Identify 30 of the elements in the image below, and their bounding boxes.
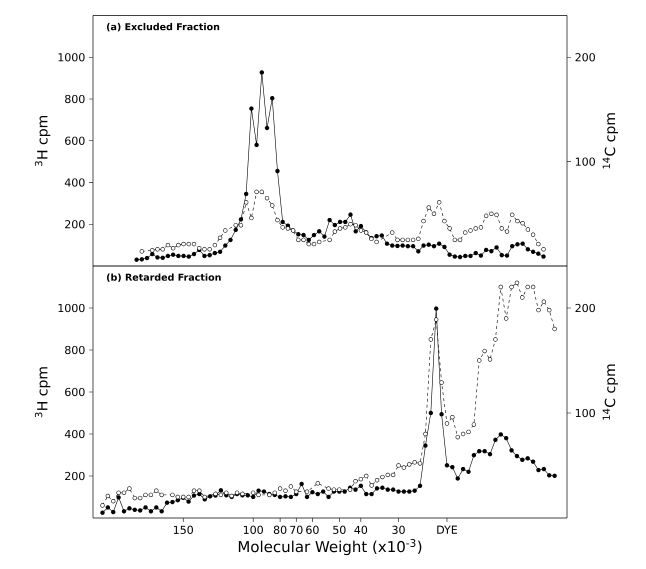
y-tick-label: 600 bbox=[65, 388, 85, 396]
x-tick-label: DYE bbox=[437, 526, 458, 534]
y-tick-label: 200 bbox=[65, 220, 85, 228]
text: (a) Excluded Fraction bbox=[106, 22, 220, 32]
y-tick-label: 200 bbox=[65, 472, 85, 480]
y-tick-label: 400 bbox=[64, 430, 85, 438]
y-tick-label: 800 bbox=[65, 94, 85, 104]
y2-tick-label: 100 bbox=[576, 408, 595, 418]
y-tick-label: 800 bbox=[65, 346, 85, 354]
y-tick-label: 1000 bbox=[58, 304, 85, 312]
y-tick-label: 400 bbox=[64, 178, 85, 187]
y-tick-label: 1000 bbox=[58, 53, 85, 62]
y2-tick-label: 100 bbox=[576, 157, 595, 166]
x-tick-label: 40 bbox=[354, 526, 368, 534]
x-tick-label: 80 bbox=[274, 526, 286, 534]
text: (b) Retarded Fraction bbox=[106, 273, 221, 282]
y2-tick-label: 200 bbox=[575, 53, 595, 62]
y-tick-label: 600 bbox=[65, 136, 85, 145]
x-tick-label: 60 bbox=[306, 526, 319, 534]
y-axis-title: $^{3}$H cpm bbox=[34, 116, 50, 166]
y-axis-title: $^{3}$H cpm bbox=[34, 367, 50, 418]
y2-tick-label: 200 bbox=[575, 304, 595, 312]
y2-axis-title: $^{14}$C cpm bbox=[602, 364, 618, 420]
x-tick-label: 30 bbox=[392, 526, 405, 534]
x-tick-label: 100 bbox=[244, 526, 263, 534]
x-axis-title: Molecular Weight (x10$^{-3}$) bbox=[238, 539, 422, 556]
x-tick-label: 150 bbox=[174, 526, 193, 534]
y2-axis-title: $^{14}$C cpm bbox=[602, 113, 618, 168]
x-tick-label: 50 bbox=[333, 526, 346, 534]
x-tick-label: 70 bbox=[290, 526, 303, 534]
